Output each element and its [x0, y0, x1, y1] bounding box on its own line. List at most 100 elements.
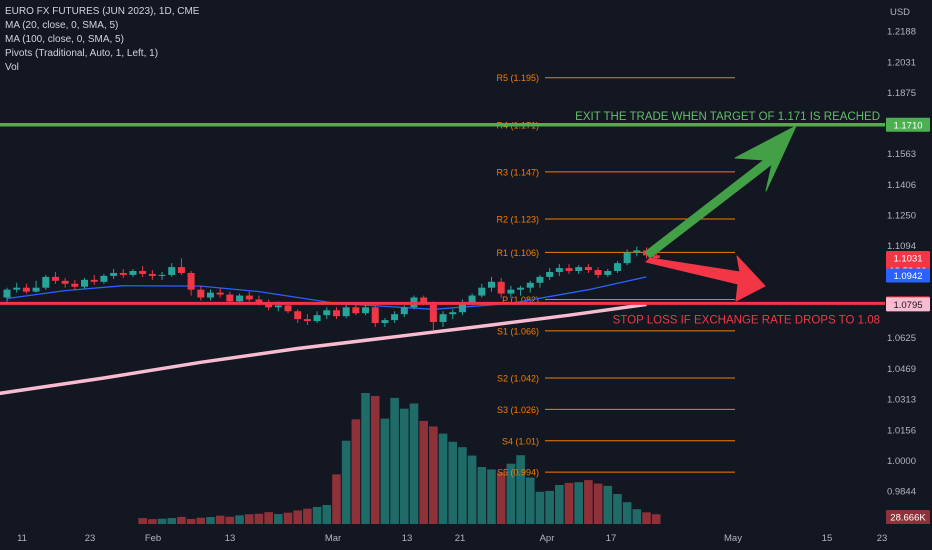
y-tick-label: 1.0625: [887, 333, 916, 344]
y-tick-label: 1.2188: [887, 27, 916, 38]
y-tick-label: 1.2031: [887, 57, 916, 68]
volume-bar: [225, 516, 235, 524]
volume-bar: [584, 480, 593, 524]
candle-body: [594, 270, 602, 275]
price-axis[interactable]: USD 1.2188 1.2031 1.1875 1.1563 1.1406 1.1250 1…: [887, 7, 916, 498]
symbol-line[interactable]: EURO FX FUTURES (JUN 2023), 1D, CME: [5, 6, 200, 17]
candle-body: [400, 307, 408, 315]
volume-bar: [409, 403, 419, 524]
candle-body: [110, 272, 118, 276]
candle-body: [177, 267, 185, 273]
arrows-layer[interactable]: [644, 125, 797, 302]
x-tick-label: 13: [402, 533, 413, 544]
horizontal-lines-layer[interactable]: [0, 123, 885, 305]
volume-bar: [399, 408, 409, 524]
volume-bar: [506, 463, 516, 524]
candle-body: [206, 292, 214, 298]
ma20-line: [6, 276, 647, 310]
candle-body: [575, 267, 583, 272]
indicator-ma20[interactable]: MA (20, close, 0, SMA, 5): [5, 20, 119, 31]
pivot-label: R5 (1.195): [496, 73, 539, 83]
volume-bar: [477, 467, 487, 524]
volume-bar: [215, 515, 225, 524]
indicator-ma100[interactable]: MA (100, close, 0, SMA, 5): [5, 34, 124, 45]
candle-body: [139, 271, 147, 274]
volume-bar: [206, 517, 215, 524]
candle-body: [623, 252, 631, 264]
volume-bar: [177, 516, 186, 524]
volume-bar: [380, 418, 390, 524]
target-price-label-bg: [886, 117, 930, 132]
candle-body: [352, 307, 360, 314]
target-price-label: 1.1710: [893, 120, 922, 131]
candle-body: [468, 295, 476, 304]
volume-axis-label-bg: [886, 510, 930, 524]
candle-body: [90, 279, 98, 282]
volume-bar: [535, 491, 545, 524]
candle-body: [439, 314, 447, 323]
candle-body: [100, 275, 108, 282]
x-tick-label: Apr: [540, 533, 555, 544]
candle-body: [245, 295, 253, 300]
indicator-vol[interactable]: Vol: [5, 62, 19, 73]
y-tick-label: 1.1406: [887, 180, 916, 191]
volume-bar: [283, 512, 293, 524]
indicator-pivots[interactable]: Pivots (Traditional, Auto, 1, Left, 1): [5, 48, 159, 59]
volume-bar: [448, 441, 458, 524]
time-axis[interactable]: 11 23 Feb 13 Mar 13 21 Apr 17 May 15 23: [17, 533, 887, 544]
candle-body: [371, 307, 379, 324]
stop-annotation: STOP LOSS IF EXCHANGE RATE DROPS TO 1.08: [613, 314, 880, 326]
volume-bar: [254, 513, 264, 524]
volume-bar: [574, 482, 584, 524]
candle-body: [449, 312, 457, 315]
x-tick-label: 23: [877, 533, 888, 544]
volume-bar: [593, 483, 603, 524]
annotations-layer: EXIT THE TRADE WHEN TARGET OF 1.171 IS R…: [575, 111, 880, 327]
volume-bar: [312, 506, 322, 524]
volume-bar: [632, 509, 642, 524]
candle-body: [284, 305, 292, 312]
candle-body: [604, 271, 612, 275]
y-tick-label: 0.9844: [887, 487, 916, 498]
candle-body: [226, 294, 234, 302]
y-tick-label: 1.0000: [887, 456, 916, 467]
volume-bar: [196, 517, 206, 524]
candle-body: [148, 273, 156, 276]
pivot-label: S2 (1.042): [497, 373, 539, 383]
candle-body: [255, 299, 263, 304]
candle-body: [362, 307, 370, 314]
x-tick-label: 21: [455, 533, 466, 544]
pivot-label: S3 (1.026): [497, 405, 539, 415]
candle-body: [429, 302, 437, 323]
volume-bar: [322, 505, 332, 524]
pivot-label: R1 (1.106): [496, 248, 539, 258]
price-labels-layer: 1.17101.103113:52:301.09421.08001.079528…: [886, 117, 930, 524]
candle-body: [507, 289, 515, 294]
candle-body: [478, 287, 486, 296]
target-arrow: [644, 125, 797, 259]
x-tick-label: 13: [225, 533, 236, 544]
candle-body: [274, 305, 282, 308]
volume-bar: [525, 477, 535, 524]
candle-body: [555, 268, 563, 272]
candle-body: [32, 287, 40, 292]
x-tick-label: Feb: [145, 533, 161, 544]
volume-bar: [545, 490, 554, 524]
candle-body: [119, 272, 127, 275]
volume-bar: [274, 514, 283, 524]
x-tick-label: Mar: [325, 533, 341, 544]
candle-body: [216, 292, 224, 295]
x-tick-label: 11: [17, 533, 27, 544]
x-tick-label: May: [724, 533, 742, 544]
y-tick-label: 1.1563: [887, 149, 916, 160]
candle-body: [652, 255, 660, 259]
candle-body: [61, 280, 69, 284]
y-tick-label: 1.0156: [887, 425, 916, 436]
y-tick-label: 1.1250: [887, 211, 916, 222]
volume-bar: [613, 494, 622, 524]
pivot-label: R3 (1.147): [496, 167, 539, 177]
pivot-label: S5 (0.994): [497, 468, 539, 478]
volume-bar: [651, 514, 661, 524]
volume-bar: [429, 426, 438, 524]
